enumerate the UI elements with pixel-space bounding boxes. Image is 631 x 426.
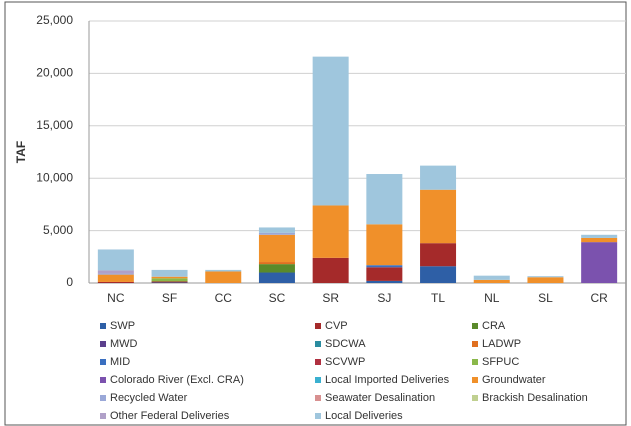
legend-swatch <box>100 359 106 365</box>
legend-label: SCVWP <box>325 356 365 368</box>
bar-segment <box>258 262 295 265</box>
bar-segment <box>366 280 403 283</box>
bar-segment <box>97 270 134 274</box>
legend-label: Recycled Water <box>110 392 188 404</box>
bar-segment <box>312 56 349 206</box>
x-tick-label: NL <box>484 291 500 305</box>
legend-swatch <box>100 377 106 383</box>
legend-swatch <box>472 323 478 329</box>
legend-label: Seawater Desalination <box>325 392 435 404</box>
legend-label: Other Federal Deliveries <box>110 410 230 422</box>
legend-label: Colorado River (Excl. CRA) <box>110 374 244 386</box>
legend-swatch <box>315 341 321 347</box>
y-tick-label: 5,000 <box>43 223 73 237</box>
legend-swatch <box>315 323 321 329</box>
bar-segment <box>420 266 457 283</box>
x-tick-label: SJ <box>377 291 391 305</box>
x-tick-label: NC <box>107 291 125 305</box>
bar-segment <box>581 234 618 238</box>
bar-segment <box>151 281 188 283</box>
legend-swatch <box>100 341 106 347</box>
legend-label: Local Deliveries <box>325 410 403 422</box>
bar-segment <box>581 237 618 243</box>
legend-label: CVP <box>325 320 348 332</box>
x-tick-label: SL <box>538 291 553 305</box>
legend-label: CRA <box>482 320 506 332</box>
legend-swatch <box>472 395 478 401</box>
legend-label: Local Imported Deliveries <box>325 374 450 386</box>
legend-swatch <box>315 377 321 383</box>
legend-swatch <box>100 413 106 419</box>
legend-swatch <box>472 359 478 365</box>
bar-segment <box>151 282 188 283</box>
legend-label: SDCWA <box>325 338 366 350</box>
bar-segment <box>312 205 349 258</box>
bar-segment <box>97 249 134 271</box>
legend-swatch <box>100 395 106 401</box>
bar-segment <box>258 232 295 235</box>
bar-segment <box>312 257 349 283</box>
y-tick-label: 0 <box>66 275 73 289</box>
bar-segment <box>473 275 510 280</box>
bar-segment <box>151 276 188 279</box>
x-tick-label: CC <box>215 291 233 305</box>
legend-swatch <box>472 377 478 383</box>
bar-segment <box>420 189 457 244</box>
legend-swatch <box>315 359 321 365</box>
legend-swatch <box>315 395 321 401</box>
legend-swatch <box>100 323 106 329</box>
bar-segment <box>527 277 564 283</box>
y-tick-label: 20,000 <box>36 66 73 80</box>
bar-segment <box>151 269 188 277</box>
legend-swatch <box>315 413 321 419</box>
bar-segment <box>258 234 295 263</box>
bar-segment <box>366 265 403 268</box>
legend-swatch <box>472 341 478 347</box>
bar-segment <box>420 165 457 190</box>
bar-segment <box>366 267 403 281</box>
legend-label: Groundwater <box>482 374 546 386</box>
bar-segment <box>97 281 134 283</box>
legend-label: LADWP <box>482 338 521 350</box>
bar-segment <box>527 276 564 278</box>
bar-segment <box>97 274 134 282</box>
bar-segment <box>581 242 618 283</box>
y-tick-label: 10,000 <box>36 170 73 184</box>
x-tick-label: TL <box>431 291 445 305</box>
legend-label: MID <box>110 356 130 368</box>
bar-segment <box>151 278 188 282</box>
x-tick-label: CR <box>590 291 608 305</box>
y-axis-label: TAF <box>14 141 28 163</box>
bar-segment <box>258 264 295 273</box>
legend-label: SWP <box>110 320 135 332</box>
legend-label: MWD <box>110 338 138 350</box>
x-tick-label: SF <box>162 291 177 305</box>
bar-segment <box>205 269 242 272</box>
bar-segment <box>258 227 295 233</box>
bar-segment <box>473 279 510 283</box>
y-tick-label: 25,000 <box>36 13 73 27</box>
x-tick-label: SR <box>322 291 339 305</box>
legend-label: SFPUC <box>482 356 519 368</box>
bar-segment <box>97 273 134 275</box>
x-tick-label: SC <box>269 291 286 305</box>
y-tick-label: 15,000 <box>36 118 73 132</box>
bar-segment <box>366 224 403 266</box>
legend-label: Brackish Desalination <box>482 392 588 404</box>
bar-segment <box>258 272 295 283</box>
bar-segment <box>205 271 242 283</box>
bar-segment <box>420 243 457 267</box>
bar-segment <box>366 174 403 225</box>
